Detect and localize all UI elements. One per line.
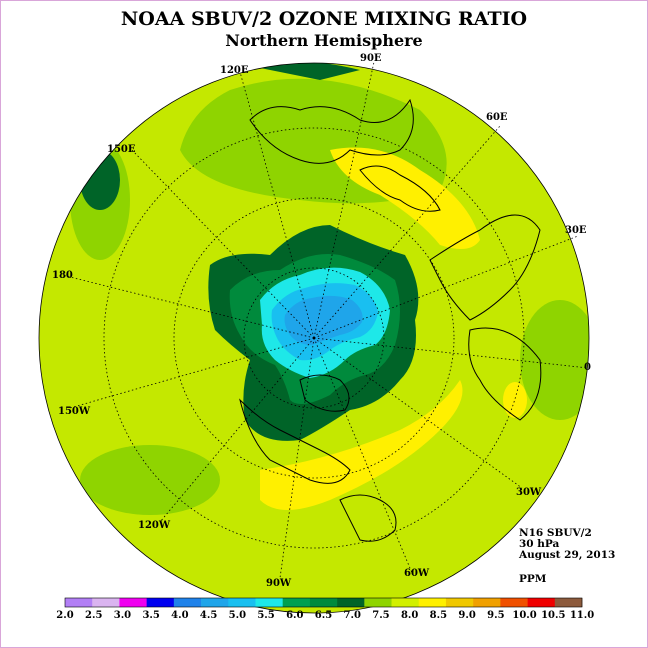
colorbar-swatch bbox=[119, 598, 147, 607]
colorbar-tick-label: 11.0 bbox=[570, 610, 594, 621]
colorbar-swatch bbox=[146, 598, 175, 607]
lon-label-180: 180 bbox=[52, 270, 73, 281]
colorbar-swatch bbox=[228, 598, 256, 607]
colorbar-tick-label: 8.5 bbox=[430, 610, 447, 621]
map-border bbox=[38, 62, 590, 614]
coast-north-america bbox=[239, 398, 351, 484]
lon-label-30w: 30W bbox=[516, 487, 542, 498]
colorbar-swatch bbox=[554, 598, 583, 607]
colorbar-swatch bbox=[173, 598, 202, 607]
lon-label-150w: 150W bbox=[58, 406, 91, 417]
colorbar-swatch bbox=[391, 598, 420, 607]
colorbar-tick-label: 5.0 bbox=[229, 610, 246, 621]
field-band-7.5c bbox=[520, 300, 589, 420]
coast-siberia bbox=[249, 98, 414, 164]
colorbar-swatch bbox=[92, 598, 120, 607]
colorbar-swatch bbox=[201, 598, 229, 607]
field-yellow-asia bbox=[330, 147, 480, 249]
lon-label-90w: 90W bbox=[266, 578, 292, 589]
lon-label-30e: 30E bbox=[565, 225, 587, 236]
coastlines bbox=[239, 98, 542, 542]
coast-caribbean bbox=[339, 494, 397, 542]
level-label: 30 hPa bbox=[519, 538, 560, 550]
colorbar-swatch bbox=[445, 598, 474, 607]
page-subtitle: Northern Hemisphere bbox=[225, 31, 423, 50]
lon-label-120w: 120W bbox=[138, 520, 171, 531]
units-label: PPM bbox=[519, 573, 547, 585]
colorbar-swatch bbox=[255, 598, 283, 607]
colorbar-tick-label: 6.0 bbox=[286, 610, 303, 621]
colorbar-tick-label: 5.5 bbox=[257, 610, 274, 621]
colorbar-swatch bbox=[527, 598, 556, 607]
graticule bbox=[61, 61, 589, 579]
page-title: NOAA SBUV/2 OZONE MIXING RATIO bbox=[120, 8, 528, 30]
lon-label-60e: 60E bbox=[486, 112, 508, 123]
lon-label-0: 0 bbox=[584, 362, 591, 373]
field-yellow-atlantic bbox=[260, 380, 463, 510]
colorbar-swatch bbox=[65, 598, 93, 607]
colorbar-swatch bbox=[364, 598, 392, 607]
coast-europe bbox=[429, 214, 541, 321]
field-4.5-5.0 bbox=[284, 295, 363, 345]
colorbar-swatch bbox=[500, 598, 528, 607]
colorbar-tick-label: 3.0 bbox=[114, 610, 131, 621]
colorbar-tick-label: 3.5 bbox=[142, 610, 159, 621]
coast-asia-mid bbox=[359, 165, 441, 212]
field-dark-edge bbox=[80, 150, 120, 210]
colorbar-tick-label: 9.0 bbox=[458, 610, 475, 621]
coast-greenland bbox=[299, 374, 350, 412]
field-band-7.5b bbox=[80, 445, 220, 515]
colorbar-swatch bbox=[282, 598, 311, 607]
field-yellow-africa bbox=[503, 382, 527, 418]
colorbar-tick-label: 10.5 bbox=[541, 610, 565, 621]
colorbar-swatch bbox=[473, 598, 501, 607]
colorbar: 2.0 2.5 3.0 3.5 4.0 4.5 5.0 5.5 6.0 6.5 7.0 7.5 8.0 8… bbox=[56, 597, 594, 621]
colorbar-tick-label: 8.0 bbox=[401, 610, 418, 621]
instrument-label: N16 SBUV/2 bbox=[519, 527, 592, 539]
colorbar-tick-label: 4.5 bbox=[200, 610, 217, 621]
colorbar-tick-label: 10.0 bbox=[512, 610, 536, 621]
colorbar-tick-label: 4.0 bbox=[171, 610, 188, 621]
colorbar-swatch bbox=[309, 598, 338, 607]
colorbar-tick-label: 7.0 bbox=[344, 610, 361, 621]
lon-label-60w: 60W bbox=[404, 568, 430, 579]
lon-label-150e: 150E bbox=[107, 144, 136, 155]
lon-label-120e: 120E bbox=[220, 65, 249, 76]
colorbar-tick-label: 2.5 bbox=[85, 610, 102, 621]
colorbar-tick-label: 2.0 bbox=[56, 610, 73, 621]
colorbar-tick-label: 9.5 bbox=[487, 610, 504, 621]
colorbar-swatch bbox=[418, 598, 447, 607]
colorbar-swatch bbox=[337, 598, 365, 607]
colorbar-tick-label: 6.5 bbox=[315, 610, 332, 621]
lon-label-90e: 90E bbox=[360, 53, 382, 64]
date-label: August 29, 2013 bbox=[519, 549, 616, 561]
colorbar-tick-label: 7.5 bbox=[372, 610, 389, 621]
coast-africa bbox=[468, 327, 542, 421]
colorbar-outline bbox=[64, 597, 583, 608]
